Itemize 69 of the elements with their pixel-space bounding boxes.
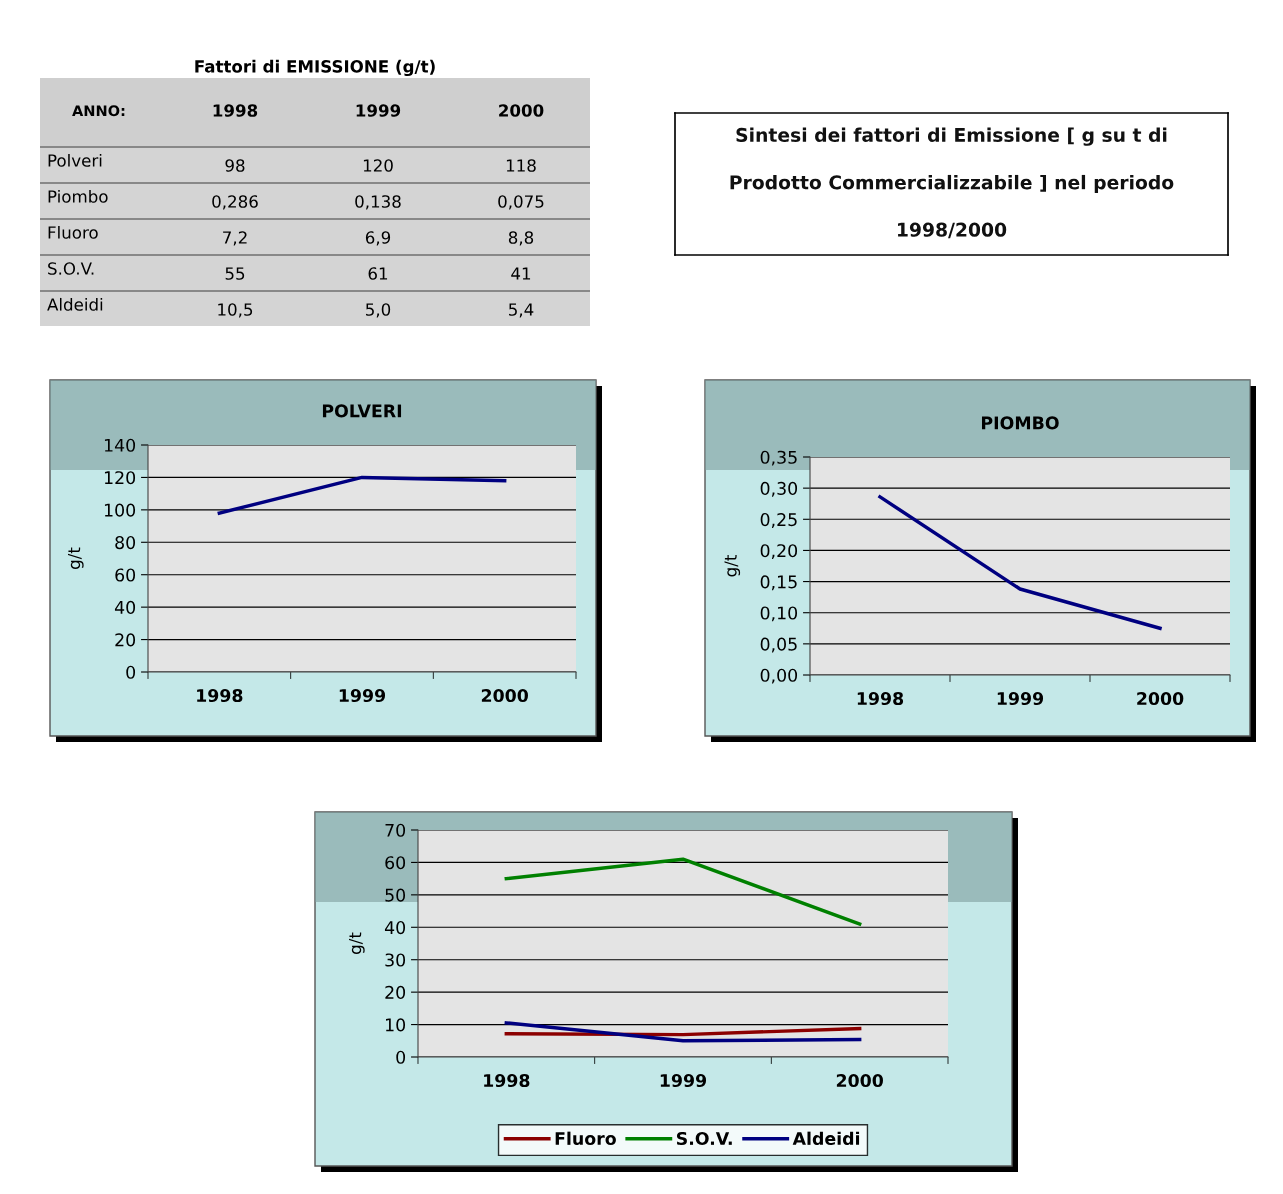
y-tick-label: 0,00 — [760, 668, 798, 684]
text: 41 — [511, 267, 531, 280]
y-tick-label: 120 — [104, 471, 136, 485]
text: 98 — [225, 159, 245, 172]
y-tick-label: 140 — [104, 438, 136, 452]
y-tick-label: 10 — [386, 1018, 406, 1032]
text: 120 — [363, 159, 393, 172]
y-tick-label: 0,15 — [760, 575, 797, 591]
legend-label: Fluoro — [555, 1131, 616, 1146]
text: 6,9 — [365, 231, 391, 246]
chart-title: PIOMBO — [981, 416, 1059, 430]
text: ANNO: — [72, 105, 125, 117]
category-label: Aldeidi — [47, 297, 103, 311]
y-axis-title: g/t — [724, 555, 741, 577]
y-tick-label: 0,25 — [760, 513, 797, 528]
text: Prodotto Commercializzabile ] nel periodo — [730, 174, 1174, 194]
legend-label: Aldeidi — [792, 1131, 860, 1146]
text: Sintesi dei fattori di Emissione [ g su t di — [736, 127, 1167, 146]
text: 5,4 — [509, 303, 534, 318]
x-tick-label: 1998 — [857, 691, 904, 706]
y-axis-title: g/t — [349, 932, 365, 954]
y-tick-label: 0,20 — [760, 544, 798, 560]
legend-label: S.O.V. — [676, 1131, 732, 1146]
x-tick-label: 1999 — [997, 691, 1044, 706]
x-tick-label: 1998 — [484, 1073, 530, 1088]
y-axis-title: g/t — [67, 547, 84, 569]
y-tick-label: 20 — [115, 633, 136, 647]
category-label: Piombo — [48, 189, 108, 203]
chart-title: POLVERI — [322, 404, 402, 418]
text: 10,5 — [218, 303, 253, 318]
x-tick-label: 2000 — [481, 688, 528, 703]
category-label: Polveri — [48, 153, 102, 167]
x-tick-label: 1998 — [197, 688, 243, 703]
y-tick-label: 40 — [114, 600, 136, 614]
y-tick-label: 20 — [385, 985, 406, 999]
y-tick-label: 0,30 — [760, 481, 798, 497]
text: 5,0 — [366, 303, 391, 318]
text: 0,138 — [355, 195, 401, 210]
y-tick-label: 60 — [385, 856, 406, 870]
text: 7,2 — [223, 231, 247, 246]
text: 61 — [368, 267, 388, 280]
y-tick-label: 60 — [115, 568, 136, 582]
text: 118 — [506, 159, 536, 172]
category-label: 1998 — [213, 104, 258, 117]
y-tick-label: 100 — [104, 503, 136, 517]
y-tick-label: 0,35 — [760, 450, 797, 466]
y-tick-label: 0,10 — [760, 606, 798, 622]
x-tick-label: 1999 — [339, 688, 386, 703]
x-tick-label: 2000 — [1137, 691, 1184, 706]
text: 0,286 — [212, 195, 258, 210]
y-tick-label: 0 — [126, 665, 136, 679]
y-tick-label: 50 — [385, 888, 406, 902]
y-tick-label: 0 — [396, 1050, 406, 1064]
y-tick-label: 0,05 — [760, 637, 797, 653]
y-tick-label: 80 — [115, 536, 136, 550]
category-label: Fluoro — [48, 225, 98, 239]
x-tick-label: 1999 — [660, 1073, 707, 1088]
text: 55 — [225, 267, 245, 280]
category-label: 2000 — [499, 104, 544, 117]
y-tick-label: 40 — [384, 921, 406, 935]
text: 8,8 — [508, 231, 534, 246]
y-tick-label: 30 — [385, 953, 406, 967]
text: Fattori di EMISSIONE (g/t) — [195, 59, 435, 77]
category-label: S.O.V. — [48, 262, 94, 275]
text: 0,075 — [498, 195, 544, 210]
category-label: 1999 — [356, 104, 401, 117]
y-tick-label: 70 — [385, 823, 406, 837]
x-tick-label: 2000 — [836, 1073, 883, 1088]
text: 1998/2000 — [898, 222, 1007, 239]
